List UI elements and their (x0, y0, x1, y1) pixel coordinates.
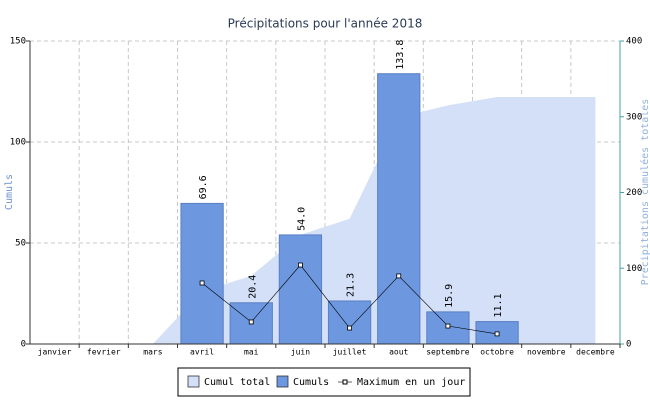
y2-tick-label: 100 (626, 264, 642, 274)
value-label: 133.8 (395, 40, 406, 70)
y-tick-label: 0 (21, 340, 26, 350)
y2-tick-label: 200 (626, 188, 642, 198)
value-label: 15.9 (444, 284, 455, 308)
line-marker (347, 325, 352, 331)
area (54, 96, 596, 344)
legend-marker (342, 379, 348, 385)
y2-tick-label: 0 (626, 340, 631, 350)
y-axis-label: Cumuls (4, 174, 15, 210)
line-marker (199, 280, 205, 286)
x-tick-label: septembre (426, 348, 470, 357)
x-tick-label: mai (244, 348, 259, 357)
line-marker (248, 319, 254, 325)
y-tick-label: 100 (10, 138, 26, 148)
value-label: 69.6 (198, 175, 209, 199)
y-tick-label: 50 (15, 239, 26, 249)
legend-swatch (187, 375, 200, 388)
line-marker (445, 323, 451, 329)
bar (180, 202, 224, 345)
line-marker (494, 331, 500, 337)
value-label: 20.4 (247, 275, 258, 299)
value-label: 54.0 (296, 207, 307, 231)
x-tick-label: juillet (333, 348, 367, 357)
y-tick-label: 150 (10, 37, 26, 47)
bar (377, 73, 421, 345)
y2-axis-label: Précipitations cumulées totales (639, 99, 650, 286)
bar (327, 300, 372, 345)
x-tick-label: aout (389, 348, 408, 357)
x-tick-label: decembre (576, 348, 615, 357)
x-tick-label: mars (143, 348, 162, 357)
legend-box (177, 367, 471, 397)
x-tick-label: octobre (480, 348, 514, 357)
value-label: 21.3 (346, 273, 357, 297)
legend-swatch (276, 375, 289, 388)
x-tick-label: avril (190, 348, 214, 357)
bar (278, 234, 323, 345)
x-tick-label: juin (291, 348, 310, 357)
x-tick-label: novembre (527, 348, 566, 357)
legend-label: Cumuls (293, 377, 329, 388)
x-tick-label: fevrier (87, 348, 121, 357)
y2-tick-label: 300 (626, 112, 642, 122)
line-marker (298, 262, 303, 268)
value-label: 11.1 (493, 293, 504, 317)
line-marker (396, 273, 402, 279)
legend-label: Maximum en un jour (357, 377, 465, 388)
y2-tick-label: 400 (626, 37, 642, 47)
chart-title: Précipitations pour l'année 2018 (228, 17, 423, 31)
legend-label: Cumul total (204, 377, 270, 388)
x-tick-label: janvier (38, 348, 72, 357)
bar (426, 311, 470, 345)
